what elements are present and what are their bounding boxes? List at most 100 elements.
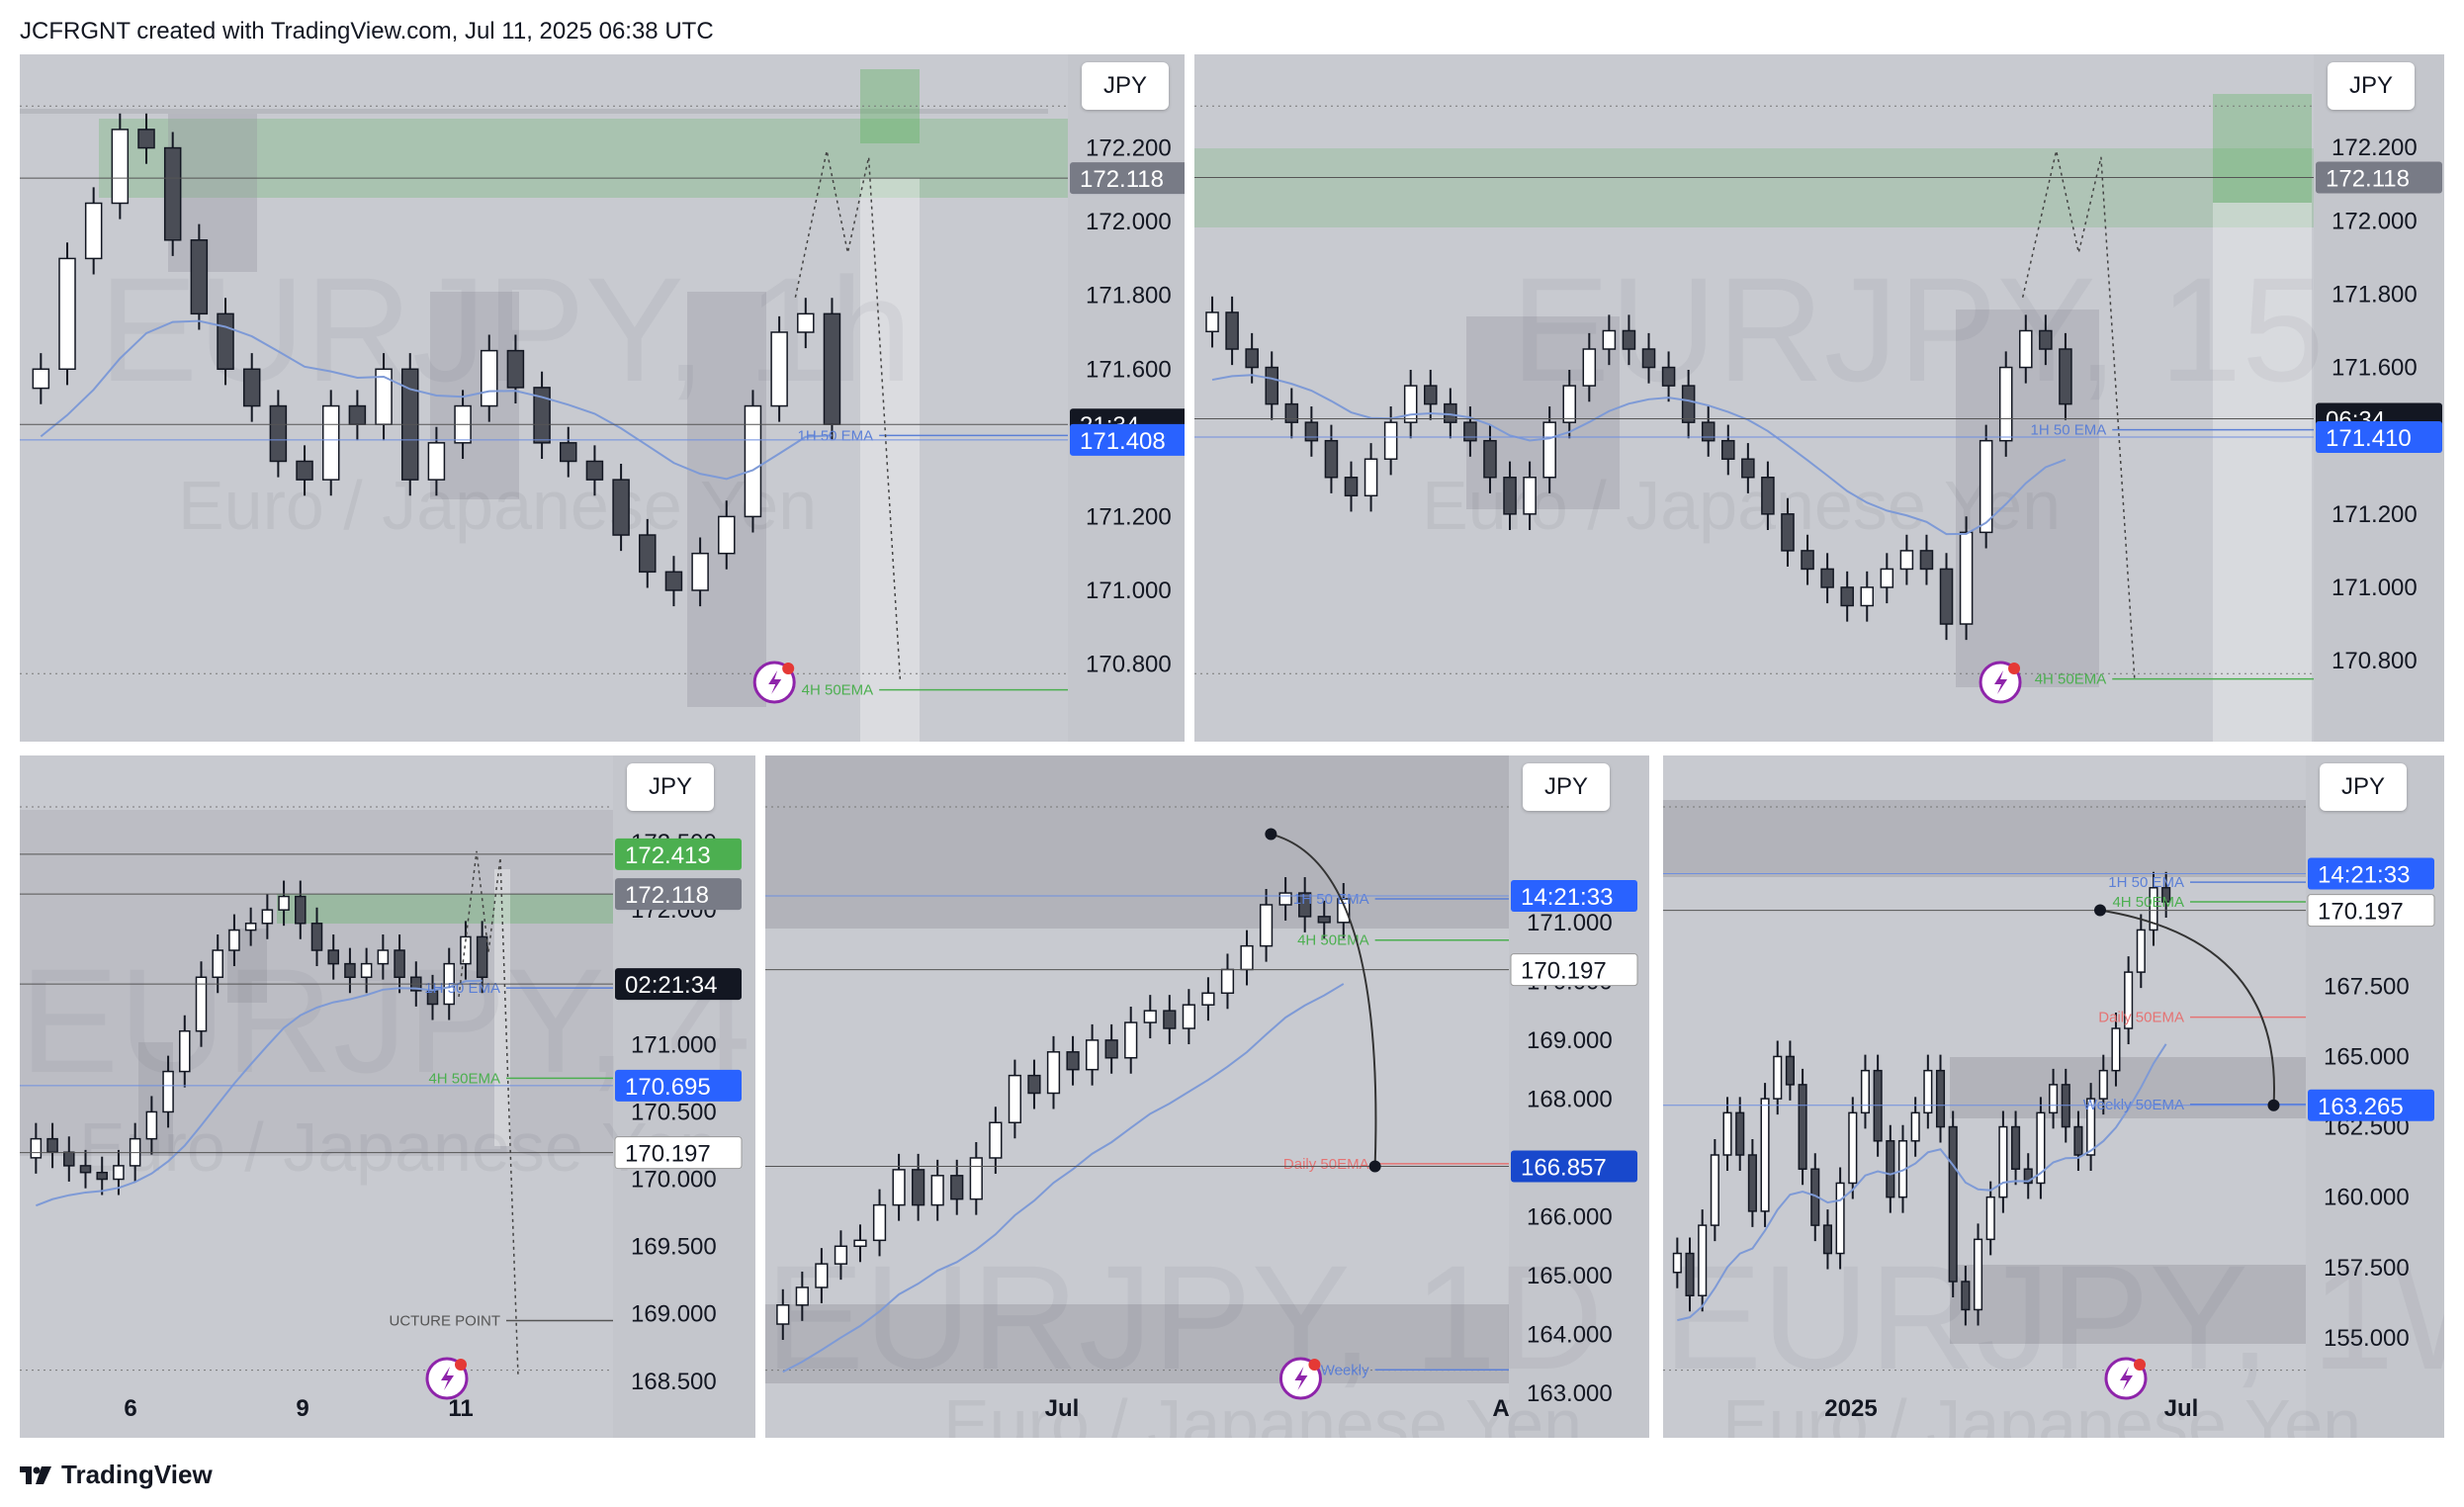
tradingview-branding[interactable]: TradingView	[20, 1460, 213, 1490]
y-tick-label: 163.000	[1527, 1380, 1613, 1407]
annotation-label: Daily 50EMA	[1283, 1156, 1369, 1173]
candle	[480, 349, 498, 407]
zone-box	[277, 894, 613, 924]
candle	[190, 239, 209, 315]
y-tick-label: 155.000	[2324, 1325, 2410, 1352]
candle	[63, 1151, 75, 1167]
chart-svg-p5[interactable]: EURJPY, 1WEuro / Japanese Yen 1H 50 EMA 4H…	[1663, 755, 2444, 1438]
arrow-end-dot	[2267, 1099, 2280, 1111]
candle	[1259, 904, 1274, 947]
candle	[296, 460, 313, 481]
x-tick-label: 6	[124, 1395, 136, 1422]
candle	[1503, 477, 1517, 515]
y-tick-label: 171.000	[1086, 577, 1172, 604]
candle	[776, 1304, 790, 1325]
y-tick-label: 171.800	[1086, 283, 1172, 310]
candle	[664, 571, 683, 591]
arrow-start-dot	[1265, 828, 1277, 841]
candle	[460, 935, 472, 965]
candle	[815, 1263, 829, 1288]
annotation-label: 4H 50EMA	[802, 682, 874, 699]
chart-panel-p4[interactable]: EURJPY, 1D Euro / Japanese Yen 1H 50 EMA 4H…	[765, 755, 1649, 1438]
candle	[1848, 1111, 1858, 1185]
candle	[797, 312, 815, 333]
currency-button[interactable]: JPY	[627, 763, 715, 811]
plot-area	[765, 755, 1509, 1438]
currency-button[interactable]: JPY	[1082, 62, 1170, 110]
candle	[1523, 477, 1537, 515]
candle	[1240, 944, 1254, 971]
chart-panel-p2[interactable]: EURJPY, 15 Euro / Japanese Yen 1H 50 EMA 4H…	[1194, 54, 2444, 742]
candle	[111, 129, 130, 205]
chart-panel-p3[interactable]: EURJPY, 4h Euro / Japanese Yen 1H 50 EMA 4H…	[20, 755, 755, 1438]
lightning-icon	[441, 1367, 454, 1390]
candle	[1722, 1111, 1732, 1156]
notification-dot	[455, 1359, 467, 1371]
candle	[84, 202, 103, 260]
candle	[217, 312, 234, 371]
candle	[344, 962, 356, 979]
candle	[30, 1137, 43, 1159]
price-label: 171.410	[2326, 425, 2412, 452]
candle	[2149, 887, 2158, 931]
chart-panel-p5[interactable]: EURJPY, 1WEuro / Japanese Yen 1H 50 EMA 4H…	[1663, 755, 2444, 1438]
y-tick-label: 172.200	[2332, 134, 2418, 161]
candle	[1961, 1281, 1971, 1311]
candle	[1781, 513, 1795, 552]
candle	[892, 1169, 906, 1206]
candle	[310, 923, 323, 951]
brand-label: TradingView	[61, 1460, 213, 1489]
candle	[1820, 568, 1834, 588]
candle	[1364, 458, 1378, 497]
candle	[1773, 1055, 1783, 1100]
y-tick-label: 160.000	[2324, 1185, 2410, 1211]
candle	[1822, 1224, 1832, 1255]
y-tick-label: 168.000	[1527, 1086, 1613, 1112]
candle	[691, 552, 709, 591]
candle	[2136, 929, 2146, 973]
currency-button[interactable]: JPY	[2320, 763, 2408, 811]
candle	[2098, 1069, 2108, 1100]
candle	[1463, 421, 1477, 442]
candle	[1298, 892, 1312, 918]
plot-area	[20, 755, 613, 1438]
annotation-label: 1H 50 EMA	[2031, 422, 2107, 439]
notification-dot	[2008, 663, 2021, 674]
currency-button[interactable]: JPY	[1523, 763, 1611, 811]
candle	[269, 404, 288, 463]
x-tick-label: A	[1492, 1395, 1509, 1422]
candle	[179, 1029, 191, 1073]
candle	[163, 146, 182, 241]
y-tick-label: 172.000	[1086, 209, 1172, 235]
candle	[113, 1165, 125, 1181]
candle	[145, 1110, 158, 1140]
ema-line	[782, 983, 1345, 1374]
price-scale[interactable]	[1509, 755, 1649, 1438]
candle	[162, 1070, 174, 1113]
candle	[137, 129, 155, 149]
candle	[348, 404, 367, 425]
candle	[823, 312, 841, 425]
plot-area	[1663, 755, 2306, 1438]
candle	[1066, 1051, 1080, 1071]
candle	[2161, 887, 2171, 903]
zone-box	[2213, 94, 2312, 203]
candle	[1801, 550, 1814, 571]
price-label: 02:21:34	[625, 972, 717, 999]
annotation-label: 4H 50EMA	[428, 1070, 500, 1087]
notification-dot	[782, 663, 795, 674]
chart-panel-p1[interactable]: EURJPY, 1h Euro / Japanese Yen 1H 50 EMA 4H…	[20, 54, 1185, 742]
candle	[930, 1175, 944, 1206]
symbol-watermark: EURJPY, 1W	[1663, 1234, 2444, 1400]
currency-button[interactable]: JPY	[2328, 62, 2416, 110]
candle	[1324, 439, 1339, 479]
candle	[1899, 550, 1914, 571]
y-tick-label: 171.000	[631, 1031, 717, 1058]
x-tick-label: Jul	[1045, 1395, 1080, 1422]
candle	[1245, 348, 1259, 369]
candle	[1959, 531, 1974, 625]
